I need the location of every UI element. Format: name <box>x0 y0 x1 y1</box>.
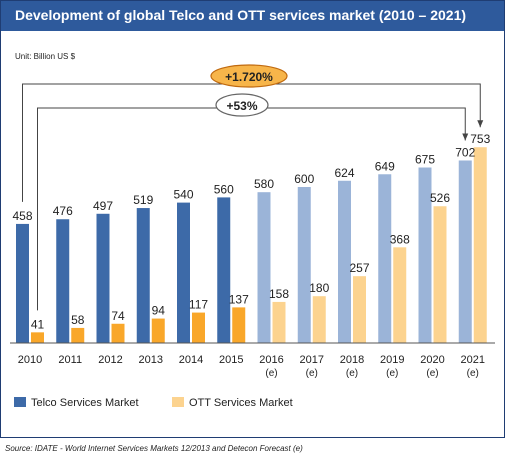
unit-label: Unit: Billion US $ <box>15 52 76 61</box>
ott-value-label: 41 <box>31 317 45 331</box>
telco-growth-arrowhead <box>462 133 469 141</box>
ott-growth-arrowhead <box>477 120 484 128</box>
telco-value-label: 458 <box>12 209 32 223</box>
category-label: 2016 <box>259 354 283 366</box>
legend-swatch-ott <box>172 397 184 407</box>
ott-value-label: 158 <box>269 287 289 301</box>
telco-value-label: 560 <box>214 182 234 196</box>
telco-value-label: 476 <box>53 204 73 218</box>
telco-value-label: 649 <box>375 159 395 173</box>
ott-value-label: 368 <box>390 232 410 246</box>
ott-bar-4 <box>192 312 205 343</box>
ott-value-label: 257 <box>349 261 369 275</box>
ott-bar-9 <box>393 247 407 343</box>
category-label: 2018 <box>340 354 364 366</box>
ott-value-label: 137 <box>229 292 249 306</box>
telco-bar-8 <box>338 180 351 343</box>
ott-bar-10 <box>433 206 447 343</box>
telco-value-label: 540 <box>173 188 193 202</box>
ott-bar-7 <box>312 296 326 343</box>
telco-growth-badge <box>215 93 269 117</box>
forecast-marker: (e) <box>467 368 479 379</box>
source-note: Source: IDATE - World Internet Services … <box>5 444 303 453</box>
telco-value-label: 675 <box>415 153 435 167</box>
legend-label-ott: OTT Services Market <box>189 397 293 409</box>
telco-value-label: 519 <box>133 193 153 207</box>
category-label: 2020 <box>420 354 444 366</box>
ott-value-label: 74 <box>111 309 125 323</box>
ott-bar-11 <box>473 147 487 343</box>
telco-bar-11 <box>458 160 472 343</box>
ott-bar-0 <box>31 332 44 343</box>
category-label: 2014 <box>179 354 203 366</box>
telco-value-label: 497 <box>93 199 113 213</box>
forecast-marker: (e) <box>386 368 398 379</box>
telco-bar-4 <box>177 202 190 343</box>
forecast-marker: (e) <box>306 368 318 379</box>
forecast-marker: (e) <box>426 368 438 379</box>
category-label: 2021 <box>461 354 485 366</box>
chart-title: Development of global Telco and OTT serv… <box>15 7 467 23</box>
telco-bar-3 <box>136 208 150 343</box>
ott-value-label: 117 <box>189 298 208 312</box>
ott-value-label: 180 <box>309 281 329 295</box>
telco-bar-1 <box>56 219 70 343</box>
ott-bar-6 <box>272 301 286 343</box>
category-label: 2019 <box>380 354 404 366</box>
telco-bar-10 <box>418 167 432 343</box>
category-label: 2011 <box>58 354 82 366</box>
telco-value-label: 600 <box>294 172 314 186</box>
telco-bar-5 <box>217 197 231 343</box>
telco-growth-label: +53% <box>226 99 257 113</box>
forecast-marker: (e) <box>346 368 358 379</box>
legend-label-telco: Telco Services Market <box>31 397 139 409</box>
category-label: 2012 <box>98 354 122 366</box>
ott-value-label: 753 <box>470 132 490 146</box>
bar-chart: 458 41 2010 476 58 2011 497 74 2012 519 94 2013 540 1… <box>10 64 495 409</box>
category-label: 2017 <box>300 354 324 366</box>
ott-value-label: 58 <box>71 313 85 327</box>
category-label: 2015 <box>219 354 243 366</box>
telco-bar-6 <box>257 192 271 343</box>
telco-bar-0 <box>16 223 29 343</box>
telco-value-label: 580 <box>254 177 274 191</box>
ott-bar-1 <box>71 327 85 343</box>
telco-value-label: 624 <box>334 166 354 180</box>
telco-bar-2 <box>96 213 110 343</box>
ott-bar-3 <box>151 318 165 343</box>
category-label: 2010 <box>18 354 42 366</box>
legend-swatch-telco <box>14 397 26 407</box>
ott-bar-8 <box>353 276 366 343</box>
ott-value-label: 94 <box>152 304 166 318</box>
title-bar: Development of global Telco and OTT serv… <box>1 1 504 31</box>
ott-growth-badge <box>210 64 288 88</box>
ott-bar-5 <box>232 307 246 343</box>
ott-bar-2 <box>111 323 125 343</box>
ott-growth-label: +1.720% <box>225 70 273 84</box>
category-label: 2013 <box>139 354 163 366</box>
ott-value-label: 526 <box>430 191 450 205</box>
telco-bar-7 <box>297 187 311 343</box>
forecast-marker: (e) <box>265 368 277 379</box>
telco-value-label: 702 <box>455 145 475 159</box>
telco-bar-9 <box>378 174 392 343</box>
